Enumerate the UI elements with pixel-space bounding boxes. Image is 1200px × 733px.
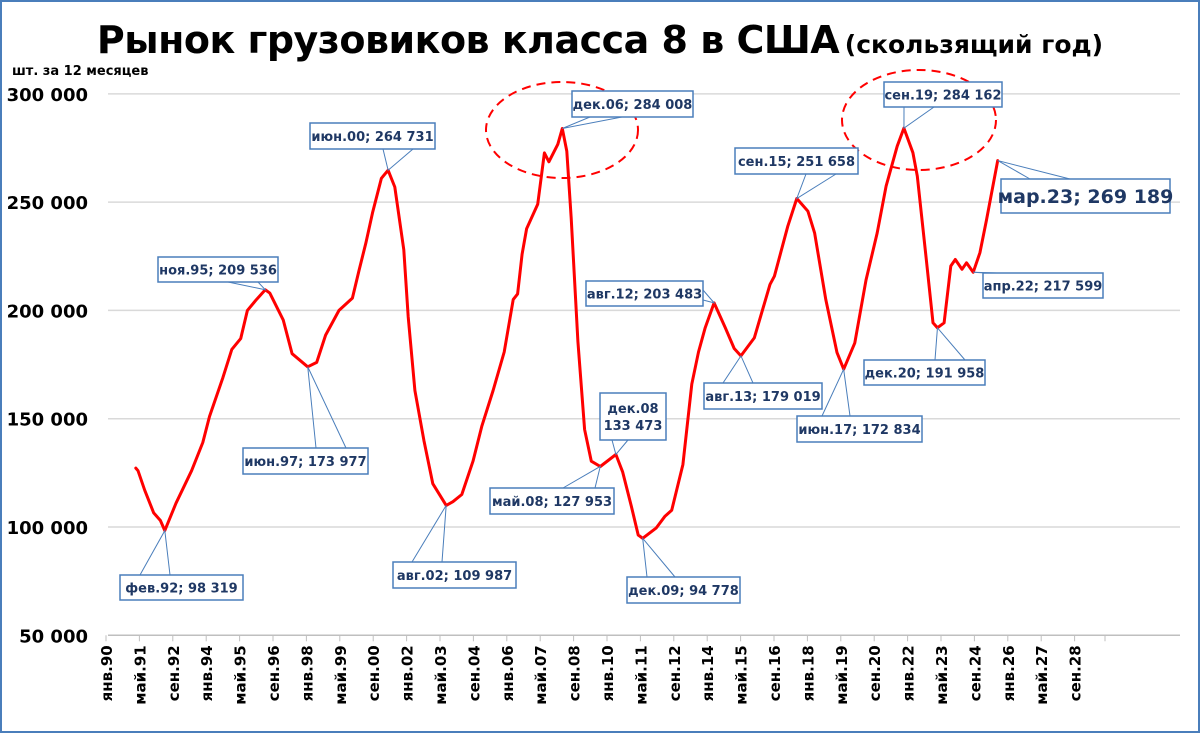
x-tick-label: сен.92	[165, 645, 183, 701]
annotation-label: дек.08	[607, 402, 658, 417]
x-tick-label: май.07	[532, 645, 550, 704]
y-tick-label: 200 000	[7, 301, 88, 322]
annotation-callout-line	[227, 281, 267, 291]
x-tick-label: янв.14	[699, 645, 717, 701]
annotation-label: авг.02; 109 987	[397, 569, 512, 584]
x-tick-label: янв.02	[399, 645, 417, 701]
x-tick-label: сен.16	[766, 645, 784, 701]
x-tick-label: май.11	[632, 645, 650, 704]
annotation-box	[392, 561, 517, 589]
x-tick-label: май.99	[332, 645, 350, 704]
chart-title: Рынок грузовиков класса 8 в США (скользя…	[0, 18, 1200, 62]
annotation-box	[734, 147, 859, 175]
annotation-callout-line	[702, 289, 716, 304]
x-tick-label: сен.12	[666, 645, 684, 701]
x-tick-label: май.03	[432, 645, 450, 704]
annotation-label: июн.00; 264 731	[311, 130, 433, 145]
x-tick-label: сен.04	[465, 645, 483, 701]
x-tick-label: май.19	[833, 645, 851, 704]
annotation-label: фев.92; 98 319	[125, 582, 237, 597]
annotation-box	[703, 382, 823, 410]
annotation-label: июн.97; 173 977	[244, 455, 366, 470]
annotation-label: май.08; 127 953	[492, 495, 612, 510]
annotation-label: дек.06; 284 008	[573, 98, 693, 113]
x-tick-label: янв.18	[799, 645, 817, 701]
annotation-box	[796, 415, 923, 443]
annotation-callout-line	[795, 173, 837, 200]
series-line	[134, 126, 1000, 540]
annotation-box	[571, 90, 694, 118]
y-tick-label: 150 000	[7, 410, 88, 431]
peak-highlight-ellipse	[841, 69, 997, 171]
annotation-box	[883, 81, 1003, 108]
annotation-label: авг.13; 179 019	[705, 390, 820, 405]
annotation-callout-line	[307, 366, 347, 449]
annotation-label: июн.17; 172 834	[798, 423, 920, 438]
x-tick-label: сен.96	[265, 645, 283, 701]
annotation-callout-line	[642, 536, 676, 578]
x-tick-label: янв.06	[499, 645, 517, 701]
y-tick-label: 250 000	[7, 193, 88, 214]
y-tick-label: 50 000	[19, 626, 88, 647]
x-tick-label: сен.28	[1067, 645, 1085, 701]
annotation-box	[242, 447, 369, 475]
annotation-callout-line	[562, 465, 602, 489]
annotation-callout-line	[411, 505, 447, 563]
annotation-callout-line	[903, 106, 935, 130]
annotation-label: сен.15; 251 658	[738, 155, 855, 170]
annotation-callout-line	[997, 160, 1071, 180]
x-tick-label: май.15	[733, 645, 751, 704]
x-tick-label: май.23	[933, 645, 951, 704]
annotation-callout-line	[382, 148, 414, 172]
x-tick-label: май.27	[1033, 645, 1051, 704]
annotation-box	[982, 272, 1104, 299]
annotation-callout-line	[139, 529, 171, 576]
annotation-label: дек.20; 191 958	[865, 367, 985, 382]
annotation-label: ноя.95; 209 536	[159, 264, 277, 279]
annotation-label: авг.12; 203 483	[587, 288, 702, 303]
annotation-box	[599, 392, 667, 441]
annotation-callout-line	[821, 367, 851, 417]
y-tick-label: 300 000	[7, 85, 88, 106]
x-tick-label: сен.08	[566, 645, 584, 701]
annotation-box	[863, 359, 986, 386]
annotation-callout-line	[934, 326, 966, 361]
annotation-label: сен.19; 284 162	[884, 89, 1001, 104]
x-tick-label: сен.24	[966, 645, 984, 701]
annotation-box	[157, 256, 279, 283]
annotation-box	[1000, 178, 1171, 214]
x-tick-label: янв.26	[1000, 645, 1018, 701]
annotation-label: апр.22; 217 599	[984, 280, 1103, 295]
peak-highlight-ellipse	[485, 81, 639, 179]
annotation-label: 133 473	[604, 419, 663, 434]
annotation-label: мар.23; 269 189	[998, 186, 1174, 208]
annotation-label: дек.09; 94 778	[628, 584, 739, 599]
x-tick-label: янв.10	[599, 645, 617, 701]
annotation-callout-line	[562, 116, 623, 129]
x-tick-label: сен.20	[866, 645, 884, 701]
y-tick-label: 100 000	[7, 518, 88, 539]
annotation-box	[585, 280, 704, 307]
annotation-box	[119, 574, 244, 601]
y-axis-unit-label: шт. за 12 месяцев	[12, 64, 149, 79]
annotation-callout-line	[722, 354, 754, 384]
x-tick-label: сен.00	[365, 645, 383, 701]
x-tick-label: май.91	[131, 645, 149, 704]
chart-title-main: Рынок грузовиков класса 8 в США	[96, 18, 840, 62]
annotation-callout-line	[611, 439, 629, 456]
annotation-box	[309, 122, 436, 150]
x-tick-label: янв.22	[900, 645, 918, 701]
x-tick-label: янв.94	[198, 645, 216, 701]
chart-subtitle: (скользящий год)	[844, 30, 1104, 59]
annotation-box	[489, 487, 615, 515]
x-tick-label: янв.90	[98, 645, 116, 701]
annotation-box	[626, 576, 741, 604]
x-tick-label: янв.98	[298, 645, 316, 701]
x-tick-label: май.95	[232, 645, 250, 704]
